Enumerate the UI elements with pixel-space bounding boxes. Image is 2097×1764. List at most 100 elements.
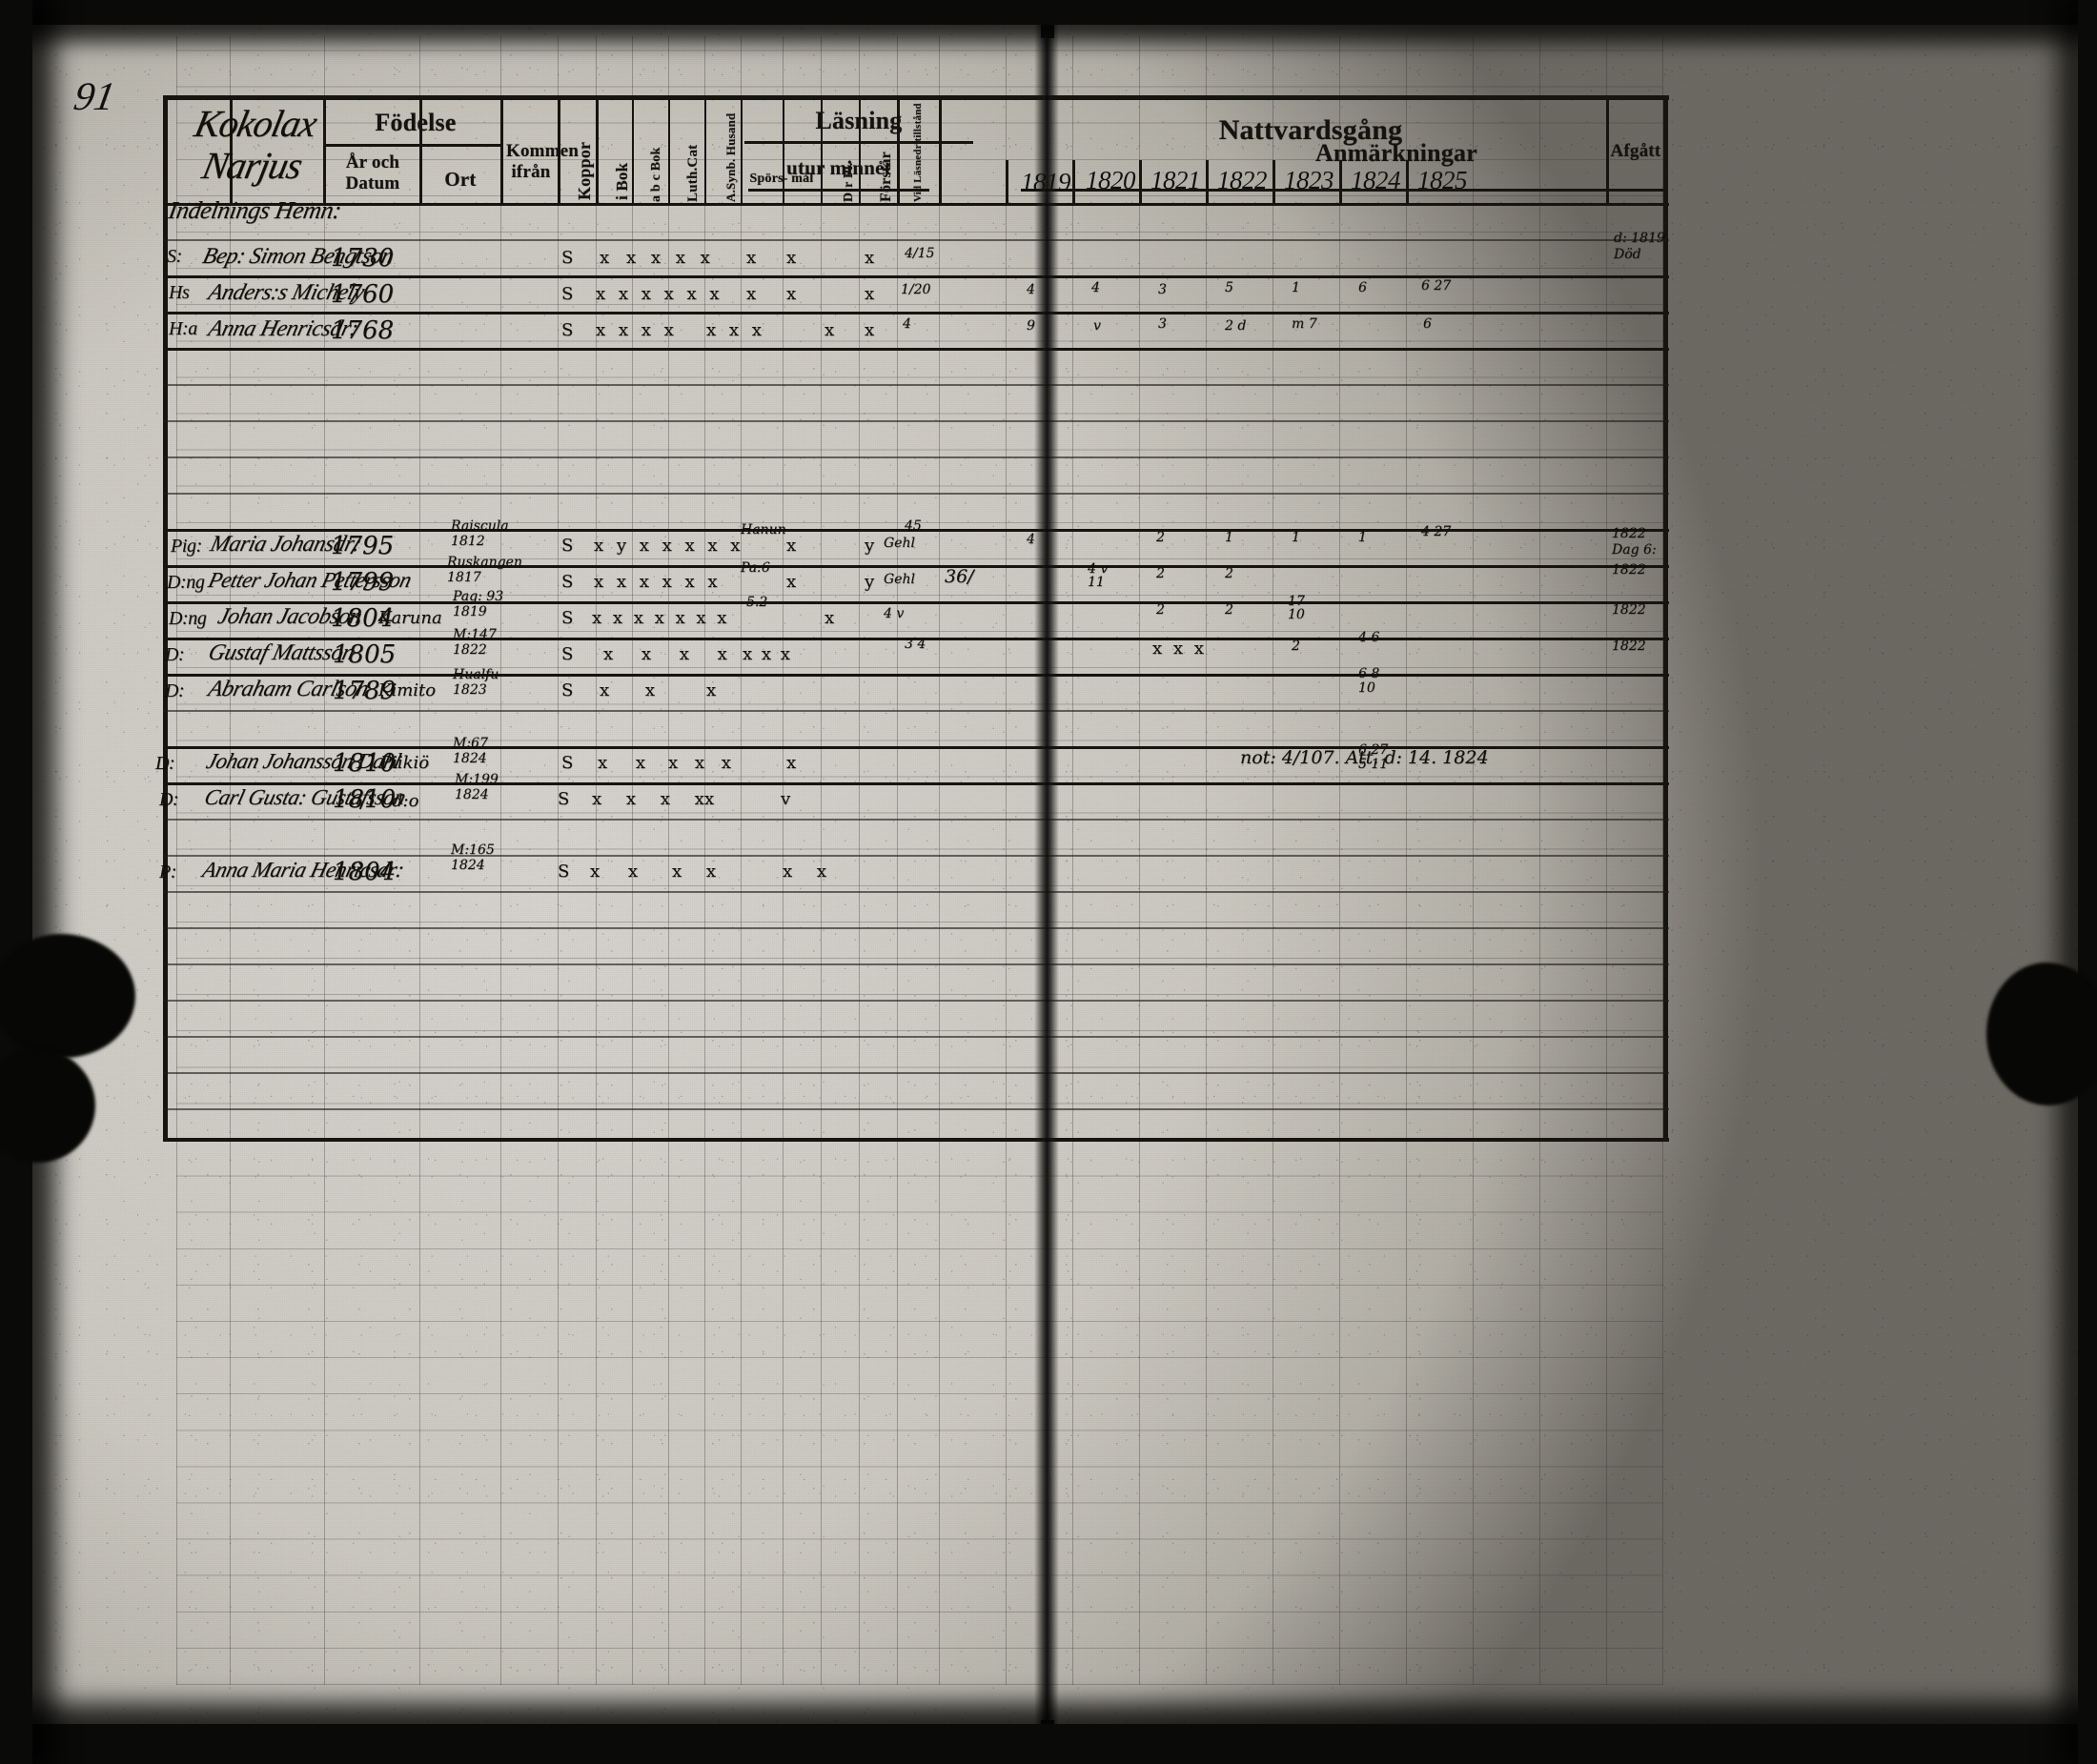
reading-a-synb: x xyxy=(746,248,757,268)
kommen-ifran: Raiscula 1812 xyxy=(451,518,509,549)
reading-abc-bok: x x x x x x x xyxy=(592,608,730,628)
communion-1822: 2 xyxy=(1225,566,1233,581)
communion-1825: 6 27 xyxy=(1421,278,1452,294)
reading-sporsmal: x x xyxy=(783,862,837,882)
scan-edge-right xyxy=(2078,0,2097,1764)
communion-1824: 6 xyxy=(1358,280,1367,295)
col-ort: Ort xyxy=(444,168,477,191)
reading-sporsmal: x xyxy=(786,536,797,556)
kommen-ifran: Ruskangen 1817 xyxy=(447,555,522,585)
scan-edge-bottom xyxy=(0,1724,2097,1764)
row-marker: D: xyxy=(165,680,185,701)
col-kommen-ifran: Kommen ifrån xyxy=(506,141,580,182)
communion-1821: x x x xyxy=(1152,639,1207,659)
communion-1819: 4 xyxy=(1027,282,1035,297)
col-anmarkningar: Anmärkningar xyxy=(1315,139,1477,167)
communion-1823: 1 xyxy=(1292,530,1300,545)
reading-a-synb: x x x xyxy=(743,644,792,664)
scanner-clamp-left-upper xyxy=(0,934,135,1058)
reading-i-bok: S xyxy=(561,608,574,628)
reading-luth-cat: x xyxy=(706,680,717,700)
frame-top xyxy=(163,95,1669,100)
horizontal-ruling xyxy=(176,36,1663,1685)
rule-fodelse-underline xyxy=(323,144,500,147)
birth-year: 1789 xyxy=(333,677,397,705)
col-abc-bok: a b c Bok xyxy=(649,147,663,202)
reading-sporsmal: x xyxy=(825,320,835,340)
communion-1819: 9 xyxy=(1027,318,1035,334)
col-forstar: Förstår xyxy=(878,152,894,202)
reading-abc-bok: x x x x x x xyxy=(594,572,722,592)
tillstand-value: 3 4 xyxy=(905,637,926,652)
reading-i-bok: S xyxy=(561,680,574,700)
group-header-lasning: Läsning xyxy=(815,107,903,134)
col-koppor: Koppor xyxy=(575,141,594,200)
reading-abc-bok: x x x x xyxy=(596,320,678,340)
reading-forstar: Gehl xyxy=(884,536,915,551)
birth-year: 1760 xyxy=(331,280,395,309)
communion-1825: 4 27 xyxy=(1421,524,1452,539)
communion-1824: 6 27 5 11 xyxy=(1358,742,1389,772)
communion-1823: 17 10 xyxy=(1288,594,1305,622)
communion-1821: 3 xyxy=(1158,282,1167,297)
row-marker: Pig: xyxy=(171,536,202,557)
communion-1824: 1 xyxy=(1358,530,1367,545)
reading-a-synb: 5.2 xyxy=(746,595,768,610)
birth-place: Karuna xyxy=(378,608,442,628)
reading-i-bok: S xyxy=(561,248,574,268)
village-heading-line1: Kokolax xyxy=(191,102,321,145)
rule-header-bottom xyxy=(163,203,1669,206)
col-afgatt: Afgått xyxy=(1610,141,1661,161)
page-number: 91 xyxy=(70,75,119,119)
reading-dr-pl: x xyxy=(865,320,875,340)
reading-i-bok: S xyxy=(561,536,574,556)
birth-year: 1768 xyxy=(331,316,395,345)
communion-1824: 6 8 10 xyxy=(1358,666,1380,696)
tillstand-value: 4/15 xyxy=(905,246,935,261)
reading-dr-pl: x xyxy=(865,248,875,268)
birth-year: 1810 xyxy=(333,749,397,778)
row-marker: D: xyxy=(165,644,185,665)
rule-nattvardsgang-underline xyxy=(1021,189,1663,192)
col-luth-cat: Luth.Cat xyxy=(685,144,701,202)
row-marker: Hs xyxy=(169,282,190,303)
reading-forstar: Gehl xyxy=(884,572,915,587)
frame-left xyxy=(163,95,168,1142)
birth-year: 1810 xyxy=(333,785,397,814)
frame-bottom xyxy=(163,1138,1669,1142)
reading-abc-bok: x y x x x x x xyxy=(594,536,744,556)
communion-1820: v xyxy=(1093,318,1101,334)
row-marker: D:ng xyxy=(167,572,205,593)
afgatt-value: 1822 xyxy=(1612,562,1646,578)
row-marker: H:a xyxy=(169,318,197,339)
row-marker: P: xyxy=(159,862,177,882)
communion-year-1825: 1825 xyxy=(1417,166,1468,194)
communion-1820: 4 xyxy=(1027,532,1035,547)
reading-i-bok: S xyxy=(561,644,574,664)
col-dr-pl: D:r Pl. xyxy=(842,162,856,202)
communion-1825: 6 xyxy=(1423,316,1432,332)
col-sporsmal: Spörs- mål xyxy=(749,172,814,186)
communion-1822: 2 d xyxy=(1225,318,1247,334)
group-header-fodelse: Födelse xyxy=(375,109,457,136)
kommen-ifran: M:199 1824 xyxy=(455,772,499,802)
reading-luth-cat: x x xyxy=(672,862,726,882)
kommen-ifran: Pag: 93 1819 xyxy=(453,589,504,619)
kommen-ifran: M:165 1824 xyxy=(451,842,495,873)
communion-1820: 4 v 11 xyxy=(1088,561,1109,590)
book-gutter xyxy=(1034,0,1059,1764)
kommen-ifran: M:67 1824 xyxy=(453,736,488,766)
reading-sporsmal: x xyxy=(825,608,835,628)
rule-utur-minnet-underline xyxy=(748,189,929,192)
reading-sporsmal: v xyxy=(781,789,791,809)
birth-place: d:o xyxy=(392,791,419,811)
anmarkningar-value: not: 4/107. Att. d: 14. 1824 xyxy=(1240,747,1489,768)
group-header-nattvardsgang: Nattvardsgång xyxy=(1218,114,1403,146)
row-marker: D: xyxy=(155,753,175,774)
reading-i-bok: S xyxy=(561,753,574,773)
reading-abc-bok: x x x x xyxy=(592,789,714,809)
birth-year: 1805 xyxy=(333,640,397,669)
reading-luth-cat: x x x xyxy=(706,320,765,340)
reading-sporsmal: x xyxy=(786,572,797,592)
